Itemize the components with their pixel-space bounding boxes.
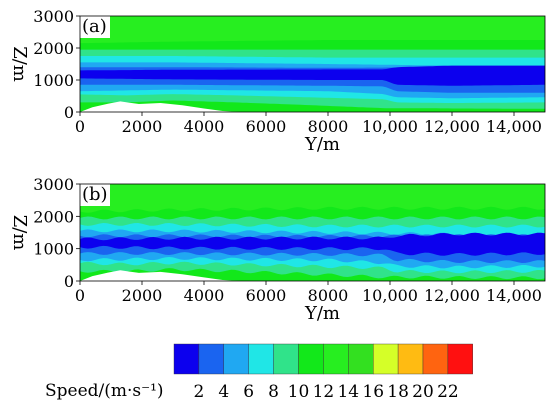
x-tick-label: 8000 xyxy=(308,286,349,305)
colorbar-tick-label: 2 xyxy=(193,382,204,402)
colorbar-cell xyxy=(348,343,374,375)
x-tick-label: 10,000 xyxy=(362,286,418,305)
x-tick-label: 14,000 xyxy=(486,117,542,136)
colorbar-cell xyxy=(397,343,424,375)
panel-b-y-axis-label: Z/m xyxy=(9,215,30,251)
panel-b-y-ticks: 0 1000 2000 3000 xyxy=(33,175,80,291)
colorbar-cell xyxy=(447,343,473,375)
colorbar-cell xyxy=(273,343,299,375)
x-tick-label: 0 xyxy=(75,117,85,136)
panel-a-x-axis-label: Y/m xyxy=(304,134,340,155)
x-tick-label: 12,000 xyxy=(424,286,480,305)
colorbar-tick-label: 22 xyxy=(437,382,459,402)
panel-a-label: (a) xyxy=(82,16,107,37)
x-tick-label: 4000 xyxy=(184,117,225,136)
x-tick-label: 14,000 xyxy=(486,286,542,305)
colorbar-tick-label: 12 xyxy=(313,382,335,402)
panel-a-x-ticks: 0 2000 4000 6000 8000 10,000 12,000 14,000 xyxy=(75,112,542,136)
terrain xyxy=(80,270,242,281)
y-tick-label: 1000 xyxy=(33,71,74,90)
panel-a-frame xyxy=(79,15,546,113)
colorbar-tick-label: 8 xyxy=(268,382,279,402)
x-tick-label: 4000 xyxy=(184,286,225,305)
y-tick-label: 2000 xyxy=(33,39,74,58)
colorbar-tick-label: 4 xyxy=(218,382,229,402)
colorbar-tick-label: 18 xyxy=(387,382,409,402)
panel-b-field xyxy=(80,184,545,281)
colorbar-cell xyxy=(422,343,449,375)
masked-region xyxy=(80,16,110,38)
panel-a-field xyxy=(80,16,545,112)
x-tick-label: 10,000 xyxy=(362,117,418,136)
y-tick-label: 2000 xyxy=(33,207,74,226)
y-tick-label: 3000 xyxy=(33,175,74,194)
colorbar-cell xyxy=(373,343,399,375)
colorbar-tick-label: 14 xyxy=(337,382,359,402)
masked-region xyxy=(80,184,110,206)
colorbar-cell xyxy=(223,343,249,375)
panel-b-frame xyxy=(79,183,546,282)
x-tick-label: 8000 xyxy=(308,117,349,136)
colorbar-cell xyxy=(198,343,224,375)
x-tick-label: 6000 xyxy=(246,286,287,305)
x-tick-label: 2000 xyxy=(122,286,163,305)
colorbar-cell xyxy=(298,343,324,375)
y-tick-label: 3000 xyxy=(33,7,74,26)
colorbar-cell xyxy=(248,343,274,375)
x-tick-label: 12,000 xyxy=(424,117,480,136)
colorbar-tick-label: 16 xyxy=(362,382,384,402)
panel-a: 0 2000 4000 6000 8000 10,000 12,000 14,000 0 100… xyxy=(9,7,546,155)
y-tick-label: 1000 xyxy=(33,240,74,259)
x-tick-label: 6000 xyxy=(246,117,287,136)
x-tick-label: 0 xyxy=(75,286,85,305)
colorbar-ticks: 2 4 6 8 10 12 14 16 18 20 22 xyxy=(193,382,458,402)
colorbar-label: Speed/(m·s⁻¹) xyxy=(45,381,164,401)
panel-a-y-axis-label: Z/m xyxy=(9,46,30,82)
terrain xyxy=(80,101,242,112)
colorbar-cell xyxy=(173,343,200,375)
panel-b-x-ticks: 0 2000 4000 6000 8000 10,000 12,000 14,000 xyxy=(75,281,542,305)
panel-b-label: (b) xyxy=(82,184,108,205)
x-tick-label: 2000 xyxy=(122,117,163,136)
colorbar-tick-label: 6 xyxy=(243,382,254,402)
colorbar: 2 4 6 8 10 12 14 16 18 20 22 Speed/(m·s⁻¹) xyxy=(45,343,473,402)
colorbar-cells xyxy=(173,343,473,375)
y-tick-label: 0 xyxy=(64,103,74,122)
y-tick-label: 0 xyxy=(64,272,74,291)
panel-a-y-ticks: 0 1000 2000 3000 xyxy=(33,7,80,122)
colorbar-cell xyxy=(323,343,349,375)
panel-b: 0 2000 4000 6000 8000 10,000 12,000 14,000 0 100… xyxy=(9,175,546,324)
colorbar-tick-label: 10 xyxy=(288,382,310,402)
panel-b-x-axis-label: Y/m xyxy=(304,303,340,324)
colorbar-tick-label: 20 xyxy=(412,382,434,402)
